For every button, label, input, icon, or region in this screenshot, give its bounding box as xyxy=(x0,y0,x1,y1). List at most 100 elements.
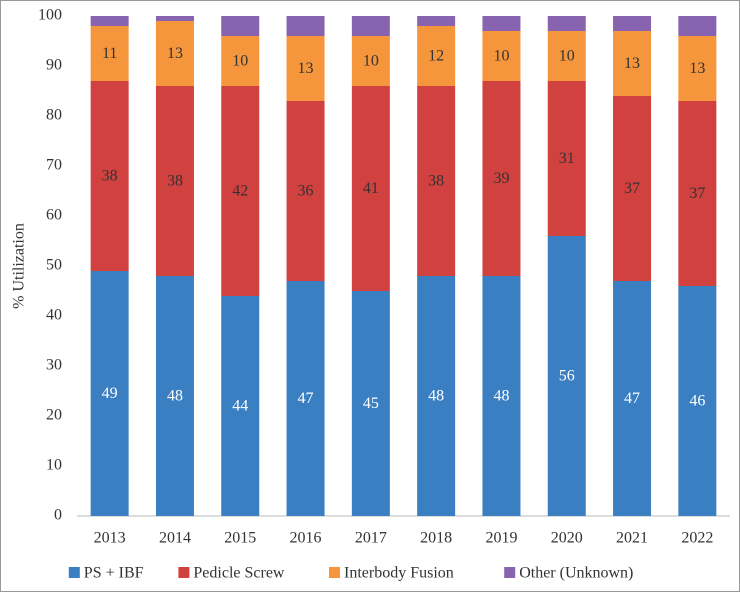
x-tick-label: 2016 xyxy=(290,530,322,547)
x-tick-label: 2018 xyxy=(420,530,452,547)
data-label: 41 xyxy=(363,180,379,197)
y-tick-label: 10 xyxy=(46,457,62,474)
bar-segment xyxy=(678,101,717,286)
legend-label: Interbody Fusion xyxy=(344,565,454,582)
bar-segment xyxy=(613,96,652,281)
bar-segment xyxy=(547,81,586,236)
legend-swatch xyxy=(68,567,80,578)
bar-segment xyxy=(547,236,586,516)
data-label: 45 xyxy=(363,395,379,412)
legend-swatch xyxy=(504,567,516,578)
data-label: 13 xyxy=(624,55,640,72)
y-tick-label: 40 xyxy=(46,307,62,324)
bar-segment xyxy=(547,16,586,31)
legend-label: PS + IBF xyxy=(84,565,144,582)
x-tick-label: 2014 xyxy=(159,530,191,547)
bar-segment xyxy=(678,36,717,101)
data-label: 10 xyxy=(493,48,509,65)
legend-swatch xyxy=(329,567,340,578)
data-label: 44 xyxy=(232,398,248,415)
y-tick-label: 90 xyxy=(46,57,62,74)
bar-segment xyxy=(351,291,390,516)
legend-label: Other (Unknown) xyxy=(519,565,633,582)
y-tick-label: 50 xyxy=(46,257,62,274)
bar-segment xyxy=(90,271,129,516)
data-label: 10 xyxy=(559,48,575,65)
y-tick-label: 60 xyxy=(46,207,62,224)
bar-segment xyxy=(90,26,129,81)
data-label: 31 xyxy=(559,150,575,167)
bar-segment xyxy=(678,286,717,516)
legend-label: Pedicle Screw xyxy=(193,565,285,582)
data-label: 39 xyxy=(493,170,509,187)
bar-segment xyxy=(286,101,325,281)
bar-segment xyxy=(417,16,456,26)
y-tick-label: 70 xyxy=(46,157,62,174)
y-tick-label: 30 xyxy=(46,357,62,374)
y-tick-label: 0 xyxy=(54,507,62,524)
bar-segment xyxy=(90,16,129,26)
legend-swatch xyxy=(178,567,190,578)
data-label: 37 xyxy=(624,180,640,197)
data-label: 47 xyxy=(624,390,640,407)
bar-segment xyxy=(351,16,390,36)
data-label: 13 xyxy=(298,60,314,77)
data-label: 36 xyxy=(298,183,314,200)
bar-segment xyxy=(547,31,586,81)
y-tick-label: 100 xyxy=(38,7,62,24)
bar-segment xyxy=(221,36,260,86)
data-label: 11 xyxy=(102,45,117,62)
bar-segment xyxy=(286,16,325,36)
x-tick-label: 2017 xyxy=(355,530,387,547)
bar-segment xyxy=(286,281,325,516)
bar-segment xyxy=(351,36,390,86)
bar-segment xyxy=(482,276,521,516)
x-tick-label: 2022 xyxy=(681,530,713,547)
data-label: 42 xyxy=(232,183,248,200)
bar-segment xyxy=(155,21,194,86)
bar-segment xyxy=(417,26,456,86)
data-label: 48 xyxy=(428,388,444,405)
bar-segment xyxy=(221,296,260,516)
bar-segment xyxy=(678,16,717,36)
bar-segment xyxy=(613,31,652,96)
x-tick-label: 2019 xyxy=(485,530,517,547)
bar-segment xyxy=(155,276,194,516)
x-tick-label: 2020 xyxy=(551,530,583,547)
y-tick-label: 80 xyxy=(46,107,62,124)
bar-segment xyxy=(155,16,194,21)
x-tick-label: 2021 xyxy=(616,530,648,547)
bar-segment xyxy=(417,86,456,276)
data-label: 12 xyxy=(428,48,444,65)
data-label: 46 xyxy=(689,393,705,410)
y-axis-label: % Utilization xyxy=(11,223,28,309)
data-label: 10 xyxy=(232,53,248,70)
x-tick-label: 2013 xyxy=(94,530,126,547)
bar-segment xyxy=(221,86,260,296)
x-tick-label: 2015 xyxy=(224,530,256,547)
y-tick-label: 20 xyxy=(46,407,62,424)
data-label: 13 xyxy=(167,45,183,62)
bar-segment xyxy=(613,281,652,516)
data-label: 38 xyxy=(167,173,183,190)
bar-segment xyxy=(90,81,129,271)
bar-segment xyxy=(613,16,652,31)
bar-segment xyxy=(286,36,325,101)
bar-segment xyxy=(482,81,521,276)
bar-segment xyxy=(221,16,260,36)
bar-segment xyxy=(417,276,456,516)
data-label: 49 xyxy=(102,385,118,402)
data-label: 47 xyxy=(298,390,314,407)
data-label: 38 xyxy=(102,168,118,185)
bar-segment xyxy=(482,31,521,81)
data-label: 48 xyxy=(493,388,509,405)
data-label: 48 xyxy=(167,388,183,405)
data-label: 37 xyxy=(689,185,705,202)
data-label: 38 xyxy=(428,173,444,190)
bar-segment xyxy=(351,86,390,291)
data-label: 13 xyxy=(689,60,705,77)
data-label: 56 xyxy=(559,368,575,385)
data-label: 10 xyxy=(363,53,379,70)
bar-segment xyxy=(482,16,521,31)
